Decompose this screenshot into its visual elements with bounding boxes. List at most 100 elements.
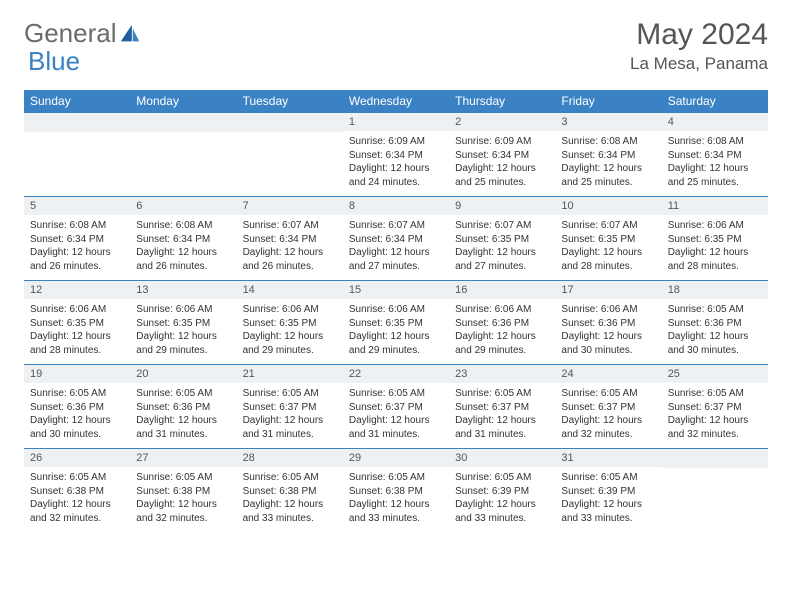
calendar-cell	[24, 112, 130, 196]
day-number: 6	[130, 196, 236, 215]
calendar-cell: 3Sunrise: 6:08 AMSunset: 6:34 PMDaylight…	[555, 112, 661, 196]
calendar-head: SundayMondayTuesdayWednesdayThursdayFrid…	[24, 90, 768, 112]
weekday-header: Wednesday	[343, 90, 449, 112]
weekday-header: Sunday	[24, 90, 130, 112]
calendar-cell: 23Sunrise: 6:05 AMSunset: 6:37 PMDayligh…	[449, 364, 555, 448]
day-number: 17	[555, 280, 661, 299]
calendar-table: SundayMondayTuesdayWednesdayThursdayFrid…	[24, 90, 768, 532]
day-body: Sunrise: 6:05 AMSunset: 6:37 PMDaylight:…	[343, 383, 449, 445]
day-number: 26	[24, 448, 130, 467]
logo-text-1: General	[24, 18, 117, 49]
empty-day	[130, 112, 236, 132]
day-body: Sunrise: 6:06 AMSunset: 6:35 PMDaylight:…	[237, 299, 343, 361]
day-body: Sunrise: 6:07 AMSunset: 6:34 PMDaylight:…	[343, 215, 449, 277]
day-body: Sunrise: 6:05 AMSunset: 6:38 PMDaylight:…	[237, 467, 343, 529]
day-number: 11	[662, 196, 768, 215]
day-number: 9	[449, 196, 555, 215]
weekday-header: Saturday	[662, 90, 768, 112]
day-body: Sunrise: 6:06 AMSunset: 6:35 PMDaylight:…	[130, 299, 236, 361]
day-body: Sunrise: 6:06 AMSunset: 6:35 PMDaylight:…	[662, 215, 768, 277]
weekday-header: Thursday	[449, 90, 555, 112]
day-body: Sunrise: 6:08 AMSunset: 6:34 PMDaylight:…	[662, 131, 768, 193]
day-body: Sunrise: 6:05 AMSunset: 6:37 PMDaylight:…	[449, 383, 555, 445]
day-body: Sunrise: 6:05 AMSunset: 6:38 PMDaylight:…	[24, 467, 130, 529]
logo-text-2: Blue	[28, 46, 80, 77]
day-body: Sunrise: 6:08 AMSunset: 6:34 PMDaylight:…	[24, 215, 130, 277]
calendar-cell: 21Sunrise: 6:05 AMSunset: 6:37 PMDayligh…	[237, 364, 343, 448]
calendar-row: 1Sunrise: 6:09 AMSunset: 6:34 PMDaylight…	[24, 112, 768, 196]
header: General May 2024 La Mesa, Panama	[24, 18, 768, 74]
calendar-row: 19Sunrise: 6:05 AMSunset: 6:36 PMDayligh…	[24, 364, 768, 448]
calendar-cell: 6Sunrise: 6:08 AMSunset: 6:34 PMDaylight…	[130, 196, 236, 280]
day-number: 7	[237, 196, 343, 215]
calendar-cell: 20Sunrise: 6:05 AMSunset: 6:36 PMDayligh…	[130, 364, 236, 448]
day-number: 30	[449, 448, 555, 467]
logo-line2: Blue	[28, 46, 80, 77]
empty-day	[24, 112, 130, 132]
day-body: Sunrise: 6:05 AMSunset: 6:36 PMDaylight:…	[662, 299, 768, 361]
day-number: 4	[662, 112, 768, 131]
day-number: 22	[343, 364, 449, 383]
day-number: 27	[130, 448, 236, 467]
calendar-cell: 14Sunrise: 6:06 AMSunset: 6:35 PMDayligh…	[237, 280, 343, 364]
day-body: Sunrise: 6:06 AMSunset: 6:35 PMDaylight:…	[24, 299, 130, 361]
day-body: Sunrise: 6:09 AMSunset: 6:34 PMDaylight:…	[343, 131, 449, 193]
calendar-cell: 26Sunrise: 6:05 AMSunset: 6:38 PMDayligh…	[24, 448, 130, 532]
day-number: 25	[662, 364, 768, 383]
calendar-cell: 9Sunrise: 6:07 AMSunset: 6:35 PMDaylight…	[449, 196, 555, 280]
calendar-cell: 11Sunrise: 6:06 AMSunset: 6:35 PMDayligh…	[662, 196, 768, 280]
day-number: 21	[237, 364, 343, 383]
day-body: Sunrise: 6:06 AMSunset: 6:36 PMDaylight:…	[449, 299, 555, 361]
calendar-cell	[130, 112, 236, 196]
day-body: Sunrise: 6:05 AMSunset: 6:38 PMDaylight:…	[343, 467, 449, 529]
calendar-cell: 15Sunrise: 6:06 AMSunset: 6:35 PMDayligh…	[343, 280, 449, 364]
day-body: Sunrise: 6:08 AMSunset: 6:34 PMDaylight:…	[130, 215, 236, 277]
calendar-cell: 16Sunrise: 6:06 AMSunset: 6:36 PMDayligh…	[449, 280, 555, 364]
weekday-header: Tuesday	[237, 90, 343, 112]
calendar-cell: 7Sunrise: 6:07 AMSunset: 6:34 PMDaylight…	[237, 196, 343, 280]
weekday-header: Monday	[130, 90, 236, 112]
day-number: 5	[24, 196, 130, 215]
day-body: Sunrise: 6:05 AMSunset: 6:39 PMDaylight:…	[555, 467, 661, 529]
weekday-header: Friday	[555, 90, 661, 112]
day-number: 3	[555, 112, 661, 131]
calendar-cell: 2Sunrise: 6:09 AMSunset: 6:34 PMDaylight…	[449, 112, 555, 196]
day-body: Sunrise: 6:07 AMSunset: 6:35 PMDaylight:…	[555, 215, 661, 277]
calendar-cell: 8Sunrise: 6:07 AMSunset: 6:34 PMDaylight…	[343, 196, 449, 280]
calendar-cell: 24Sunrise: 6:05 AMSunset: 6:37 PMDayligh…	[555, 364, 661, 448]
day-number: 8	[343, 196, 449, 215]
day-body: Sunrise: 6:08 AMSunset: 6:34 PMDaylight:…	[555, 131, 661, 193]
empty-day	[237, 112, 343, 132]
calendar-row: 5Sunrise: 6:08 AMSunset: 6:34 PMDaylight…	[24, 196, 768, 280]
logo: General	[24, 18, 143, 49]
calendar-cell: 22Sunrise: 6:05 AMSunset: 6:37 PMDayligh…	[343, 364, 449, 448]
calendar-cell: 27Sunrise: 6:05 AMSunset: 6:38 PMDayligh…	[130, 448, 236, 532]
calendar-cell: 19Sunrise: 6:05 AMSunset: 6:36 PMDayligh…	[24, 364, 130, 448]
calendar-cell: 1Sunrise: 6:09 AMSunset: 6:34 PMDaylight…	[343, 112, 449, 196]
day-number: 28	[237, 448, 343, 467]
calendar-cell: 28Sunrise: 6:05 AMSunset: 6:38 PMDayligh…	[237, 448, 343, 532]
calendar-cell: 18Sunrise: 6:05 AMSunset: 6:36 PMDayligh…	[662, 280, 768, 364]
title-block: May 2024 La Mesa, Panama	[630, 18, 768, 74]
day-body: Sunrise: 6:09 AMSunset: 6:34 PMDaylight:…	[449, 131, 555, 193]
day-body: Sunrise: 6:06 AMSunset: 6:35 PMDaylight:…	[343, 299, 449, 361]
day-number: 15	[343, 280, 449, 299]
day-body: Sunrise: 6:05 AMSunset: 6:38 PMDaylight:…	[130, 467, 236, 529]
day-body: Sunrise: 6:05 AMSunset: 6:37 PMDaylight:…	[555, 383, 661, 445]
day-number: 1	[343, 112, 449, 131]
empty-day	[662, 448, 768, 468]
day-body: Sunrise: 6:06 AMSunset: 6:36 PMDaylight:…	[555, 299, 661, 361]
day-number: 2	[449, 112, 555, 131]
day-body: Sunrise: 6:05 AMSunset: 6:39 PMDaylight:…	[449, 467, 555, 529]
day-number: 29	[343, 448, 449, 467]
calendar-cell: 4Sunrise: 6:08 AMSunset: 6:34 PMDaylight…	[662, 112, 768, 196]
month-title: May 2024	[630, 18, 768, 52]
day-number: 10	[555, 196, 661, 215]
calendar-cell: 10Sunrise: 6:07 AMSunset: 6:35 PMDayligh…	[555, 196, 661, 280]
calendar-cell: 17Sunrise: 6:06 AMSunset: 6:36 PMDayligh…	[555, 280, 661, 364]
calendar-row: 12Sunrise: 6:06 AMSunset: 6:35 PMDayligh…	[24, 280, 768, 364]
calendar-row: 26Sunrise: 6:05 AMSunset: 6:38 PMDayligh…	[24, 448, 768, 532]
day-number: 16	[449, 280, 555, 299]
calendar-cell	[662, 448, 768, 532]
calendar-cell: 30Sunrise: 6:05 AMSunset: 6:39 PMDayligh…	[449, 448, 555, 532]
